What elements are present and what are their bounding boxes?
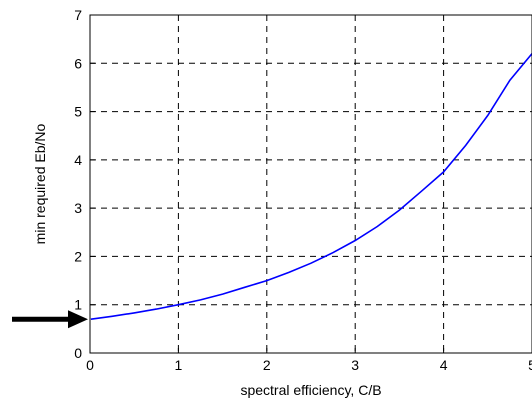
x-tick-label: 4 [440, 357, 448, 373]
series-layer [90, 53, 532, 320]
data-point [111, 316, 113, 318]
data-point [156, 308, 158, 310]
tick-labels: 0 1 2 3 4 5 0 1 2 3 4 5 6 7 [74, 7, 532, 373]
data-point [354, 240, 356, 242]
data-point [443, 171, 445, 173]
data-point [178, 304, 180, 306]
data-point [509, 79, 511, 81]
y-axis-label: min required Eb/No [32, 123, 48, 244]
x-tick-label: 3 [351, 357, 359, 373]
data-point [421, 190, 423, 192]
plot-frame [89, 14, 532, 354]
data-point [133, 312, 135, 314]
y-tick-label: 6 [74, 55, 82, 71]
data-point [487, 115, 489, 117]
y-tick-label: 0 [74, 345, 82, 361]
y-tick-label: 2 [74, 248, 82, 264]
data-point [200, 299, 202, 301]
data-point [266, 280, 268, 282]
x-tick-label: 0 [86, 357, 94, 373]
y-tick-label: 3 [74, 200, 82, 216]
data-point [222, 293, 224, 295]
x-tick-label: 5 [528, 357, 532, 373]
data-point [244, 287, 246, 289]
grid-lines [90, 15, 532, 353]
arrow-annotation [12, 310, 88, 329]
x-tick-label: 2 [263, 357, 271, 373]
data-point [332, 252, 334, 254]
tick-marks [89, 14, 532, 354]
series-line [90, 53, 532, 320]
y-tick-label: 1 [74, 297, 82, 313]
data-point [310, 262, 312, 264]
data-point [465, 145, 467, 147]
arrow-head [68, 310, 88, 329]
x-tick-label: 1 [175, 357, 183, 373]
data-point [399, 209, 401, 211]
data-point [377, 226, 379, 228]
data-point [288, 272, 290, 274]
y-tick-label: 4 [74, 152, 82, 168]
y-tick-label: 7 [74, 7, 82, 23]
x-axis-label: spectral efficiency, C/B [240, 382, 381, 398]
y-tick-label: 5 [74, 104, 82, 120]
